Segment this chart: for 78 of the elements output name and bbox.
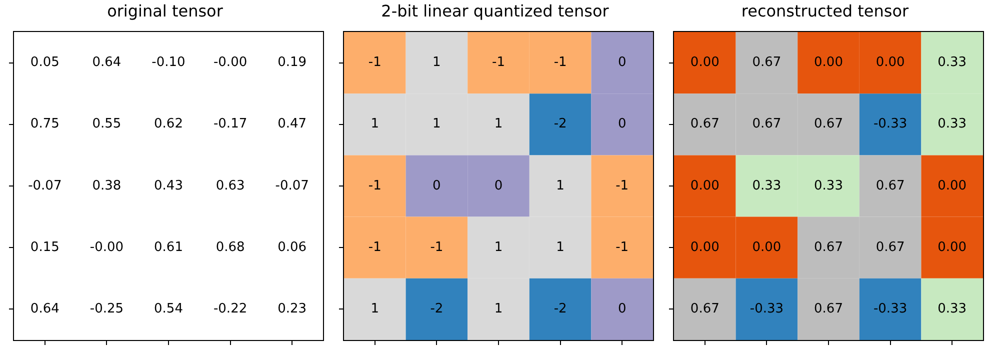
data-label: -0.07	[28, 178, 62, 194]
data-label: 0.00	[938, 240, 967, 255]
data-label: 0.67	[876, 240, 905, 255]
data-label: 0	[432, 178, 441, 194]
data-label: 0.19	[278, 55, 307, 70]
data-label: -0.33	[873, 116, 908, 132]
data-label: 0.00	[690, 178, 720, 194]
chart-title: original tensor	[107, 2, 224, 21]
data-label: -1	[368, 240, 382, 255]
data-label: 0.43	[154, 178, 183, 194]
data-label: 0.64	[92, 55, 122, 70]
data-label: 1	[432, 55, 441, 70]
data-label: -0.00	[213, 55, 248, 70]
data-label: 0	[494, 178, 503, 194]
data-label: 0	[618, 116, 626, 132]
data-label: 1	[494, 116, 503, 132]
data-label: -1	[368, 178, 382, 194]
data-label: 0.33	[814, 178, 843, 194]
chart-title: 2-bit linear quantized tensor	[381, 2, 610, 21]
data-label: -0.10	[152, 55, 186, 70]
data-label: 0.67	[876, 178, 905, 194]
data-label: 1	[556, 240, 564, 255]
data-label: 0.67	[814, 116, 843, 132]
data-label: 0	[618, 301, 626, 316]
data-label: 0.05	[30, 55, 60, 70]
data-label: 0.64	[30, 301, 60, 316]
data-label: 0.33	[752, 178, 782, 194]
data-label: 0.67	[690, 116, 720, 132]
data-label: -1	[616, 178, 629, 194]
data-label: 0.00	[690, 55, 720, 70]
data-label: 0.67	[814, 240, 843, 255]
data-label: -1	[616, 240, 629, 255]
data-label: -1	[554, 55, 567, 70]
data-label: 0.75	[30, 116, 60, 132]
data-label: 0.33	[938, 55, 967, 70]
data-label: 0.54	[154, 301, 183, 316]
data-label: 0.38	[92, 178, 122, 194]
data-label: 0.33	[938, 116, 967, 132]
data-label: -0.07	[275, 178, 309, 194]
data-label: -0.33	[750, 301, 784, 316]
data-label: 0.67	[814, 301, 843, 316]
data-label: 1	[370, 301, 380, 316]
data-label: 0.00	[690, 240, 720, 255]
data-label: 0.15	[30, 240, 60, 255]
chart-title: reconstructed tensor	[741, 2, 910, 21]
data-label: 0.06	[278, 240, 307, 255]
data-label: 0.67	[752, 116, 782, 132]
data-label: -1	[430, 240, 444, 255]
data-label: -0.25	[90, 301, 124, 316]
data-label: -2	[430, 301, 444, 316]
data-label: 0.63	[216, 178, 245, 194]
data-label: 1	[432, 116, 441, 132]
data-label: 0.47	[278, 116, 307, 132]
data-label: -0.22	[213, 301, 248, 316]
data-label: -2	[554, 116, 567, 132]
data-label: -0.00	[90, 240, 124, 255]
data-label: 0.00	[876, 55, 905, 70]
data-label: -0.17	[213, 116, 248, 132]
data-label: 0.61	[154, 240, 183, 255]
data-label: -1	[368, 55, 382, 70]
data-label: 0.62	[154, 116, 183, 132]
data-label: 1	[494, 301, 503, 316]
data-label: 0	[618, 55, 626, 70]
data-label: 0.00	[938, 178, 967, 194]
data-label: 0.23	[278, 301, 307, 316]
data-label: 1	[370, 116, 380, 132]
data-label: 0.55	[92, 116, 122, 132]
data-label: 0.00	[752, 240, 782, 255]
data-label: -0.33	[873, 301, 908, 316]
data-label: 0.67	[690, 301, 720, 316]
data-label: 1	[494, 240, 503, 255]
data-label: 0.00	[814, 55, 843, 70]
data-label: 1	[556, 178, 564, 194]
data-label: -2	[554, 301, 567, 316]
data-label: 0.33	[938, 301, 967, 316]
data-label: -1	[492, 55, 505, 70]
data-label: 0.68	[216, 240, 245, 255]
data-label: 0.67	[752, 55, 782, 70]
